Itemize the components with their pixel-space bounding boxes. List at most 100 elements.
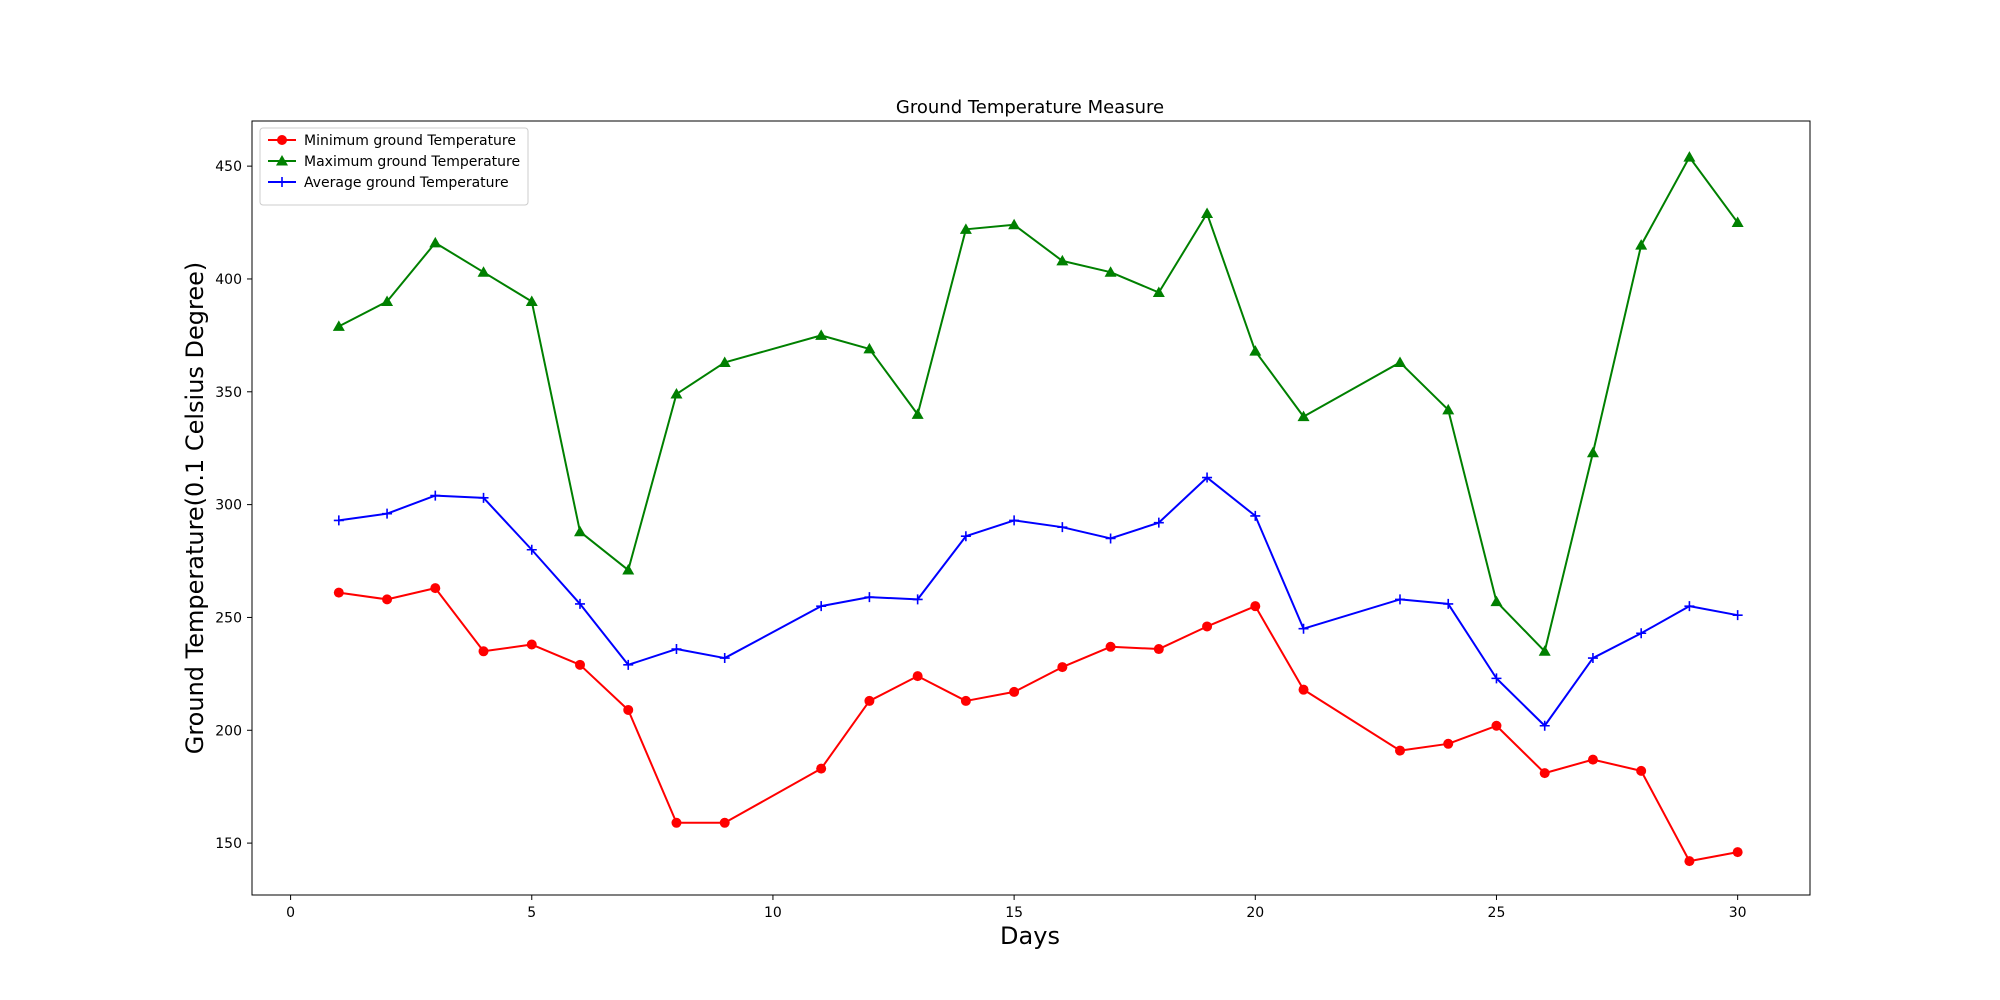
data-point-1 (1105, 641, 1116, 652)
data-point-3 (1491, 673, 1502, 684)
data-point-1 (864, 695, 875, 706)
data-point-3 (960, 531, 971, 542)
data-point-2 (1152, 286, 1165, 297)
data-point-3 (623, 659, 634, 670)
data-point-1 (430, 583, 441, 594)
data-point-2 (1683, 151, 1696, 162)
data-point-3 (1298, 623, 1309, 634)
data-point-1 (1636, 765, 1647, 776)
data-point-1 (1298, 684, 1309, 695)
data-point-1 (1684, 856, 1695, 867)
x-tick-label: 25 (1488, 905, 1506, 921)
data-point-1 (912, 671, 923, 682)
data-point-2 (332, 320, 345, 331)
data-point-1 (1057, 662, 1068, 673)
x-axis-label: Days (1000, 922, 1060, 950)
x-tick-label: 0 (286, 905, 295, 921)
data-point-1 (526, 639, 537, 650)
data-point-1 (1539, 768, 1550, 779)
y-tick-label: 400 (215, 272, 242, 288)
data-point-2 (574, 525, 586, 537)
legend-box (259, 127, 529, 206)
x-tick-label: 5 (527, 905, 536, 921)
data-point-2 (429, 236, 442, 248)
data-point-3 (430, 490, 441, 501)
data-point-1 (1587, 754, 1598, 765)
data-point-2 (670, 388, 683, 399)
data-point-1 (1250, 601, 1261, 612)
data-point-3 (1684, 601, 1695, 612)
data-point-3 (575, 598, 585, 609)
data-point-2 (959, 223, 972, 234)
data-point-3 (333, 515, 344, 526)
data-point-2 (477, 266, 490, 277)
data-point-3 (1587, 653, 1598, 664)
y-tick-label: 300 (215, 498, 242, 514)
data-point-1 (960, 695, 971, 706)
data-point-1 (816, 763, 827, 774)
data-point-3 (671, 644, 682, 655)
y-tick-label: 200 (215, 723, 242, 739)
data-point-3 (382, 508, 393, 519)
plot-frame (251, 120, 1811, 896)
data-point-1 (671, 817, 682, 828)
data-point-2 (1538, 645, 1551, 656)
legend-entry-3: Average ground Temperature (304, 175, 509, 191)
data-point-3 (719, 653, 730, 664)
x-tick-label: 20 (1246, 905, 1264, 921)
legend-swatch-marker (277, 135, 287, 145)
data-point-2 (381, 295, 394, 307)
data-point-1 (1732, 847, 1743, 858)
legend-swatch-marker (276, 155, 288, 166)
data-point-2 (1201, 207, 1214, 219)
data-point-3 (1636, 628, 1647, 639)
data-point-2 (911, 408, 924, 419)
data-point-2 (1249, 345, 1262, 356)
data-point-2 (1394, 356, 1406, 367)
data-point-2 (863, 342, 876, 354)
data-point-3 (816, 601, 827, 612)
data-point-1 (478, 646, 489, 657)
legend: Minimum ground Temperature Maximum ground… (259, 127, 529, 206)
data-point-2 (1056, 254, 1069, 266)
legend-swatch-marker (277, 177, 287, 187)
legend-entry-2: Maximum ground Temperature (304, 154, 520, 170)
data-point-3 (912, 594, 923, 605)
plot-area (332, 151, 1744, 867)
data-point-1 (333, 587, 344, 598)
data-point-3 (1732, 610, 1743, 621)
series-line-2 (338, 156, 1739, 653)
data-point-2 (1635, 239, 1648, 250)
data-point-1 (1443, 738, 1454, 749)
data-point-1 (575, 659, 585, 670)
x-tick-label: 15 (1005, 905, 1023, 921)
data-point-2 (1104, 266, 1117, 277)
legend-entry-1: Minimum ground Temperature (304, 133, 516, 149)
data-point-2 (1586, 446, 1599, 458)
y-axis: 150 200 250 300 350 400 450 (215, 159, 252, 852)
y-tick-label: 150 (215, 836, 242, 852)
series-line-3 (338, 476, 1738, 727)
x-axis: 0 5 10 15 20 25 30 (286, 895, 1747, 921)
data-point-3 (1153, 517, 1164, 528)
data-point-2 (622, 564, 635, 575)
y-tick-label: 450 (215, 159, 242, 175)
chart-title: Ground Temperature Measure (896, 97, 1164, 118)
data-point-1 (382, 594, 393, 605)
data-point-3 (1539, 720, 1550, 731)
series-line-1 (338, 587, 1738, 863)
data-point-2 (1731, 216, 1744, 228)
x-tick-label: 30 (1729, 905, 1747, 921)
x-tick-label: 10 (764, 905, 782, 921)
data-point-2 (1490, 595, 1503, 607)
data-point-2 (525, 295, 538, 307)
data-point-3 (478, 492, 489, 503)
data-point-1 (1491, 720, 1502, 731)
y-tick-label: 250 (215, 610, 242, 626)
data-point-3 (1443, 598, 1454, 609)
data-point-1 (1009, 686, 1020, 697)
data-point-1 (719, 817, 730, 828)
data-point-3 (1105, 533, 1116, 544)
data-point-2 (1442, 403, 1455, 415)
